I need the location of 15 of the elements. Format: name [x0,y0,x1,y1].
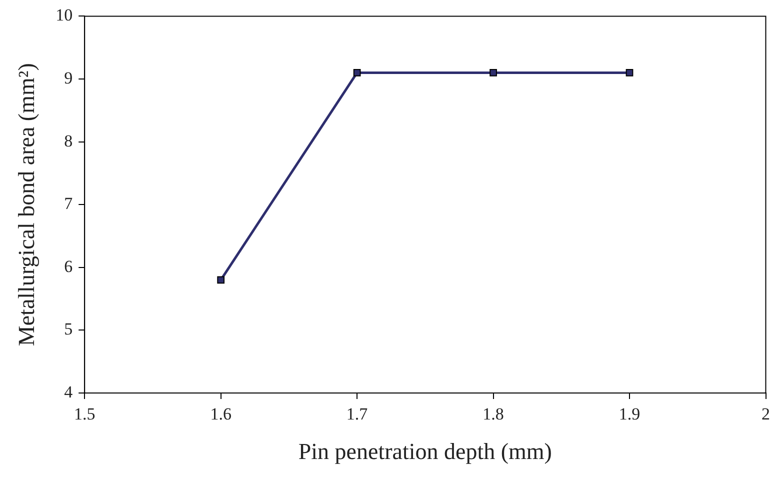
y-tick-label: 6 [64,256,73,276]
x-tick-label: 1.9 [618,404,640,424]
x-axis-title: Pin penetration depth (mm) [298,439,552,464]
y-tick-label: 7 [64,194,74,214]
x-tick-label: 1.7 [346,404,368,424]
y-tick-label: 10 [56,6,73,25]
x-tick-label: 2 [762,404,770,424]
y-tick-label: 8 [64,131,73,150]
y-axis-title: Metallurgical bond area (mm²) [14,63,39,346]
y-tick-label: 9 [64,68,73,88]
y-tick-label: 4 [64,382,74,402]
x-tick-label: 1.5 [74,404,96,424]
y-tick-label: 5 [64,320,73,339]
x-tick-label: 1.8 [482,404,504,424]
x-tick-label: 1.6 [210,404,232,424]
